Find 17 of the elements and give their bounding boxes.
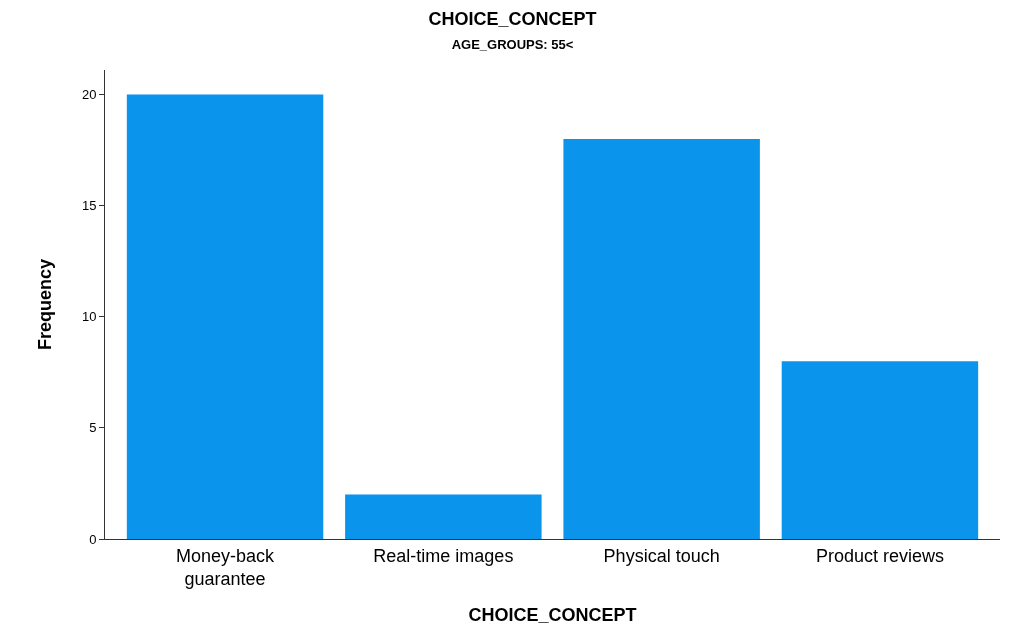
bar: [781, 361, 979, 539]
bar: [563, 138, 760, 539]
x-tick-label: Money-back guarantee: [176, 545, 276, 589]
y-axis-title: Frequency: [35, 258, 56, 351]
x-tick-label: Real-time images: [373, 545, 514, 566]
y-tick-label: 10: [81, 309, 97, 325]
x-tick-label: Product reviews: [815, 545, 944, 566]
bar: [126, 94, 324, 539]
y-tick-label: 5: [89, 420, 97, 436]
y-tick-label: 20: [81, 87, 97, 102]
chart-subtitle: AGE_GROUPS: 55<: [451, 36, 574, 52]
y-tick-label: 0: [89, 531, 97, 547]
x-tick-label: Physical touch: [603, 545, 720, 566]
x-axis-title: CHOICE_CONCEPT: [468, 605, 637, 626]
bar: [345, 494, 542, 539]
y-tick-label: 15: [81, 198, 97, 214]
chart-title: CHOICE_CONCEPT: [428, 9, 597, 30]
